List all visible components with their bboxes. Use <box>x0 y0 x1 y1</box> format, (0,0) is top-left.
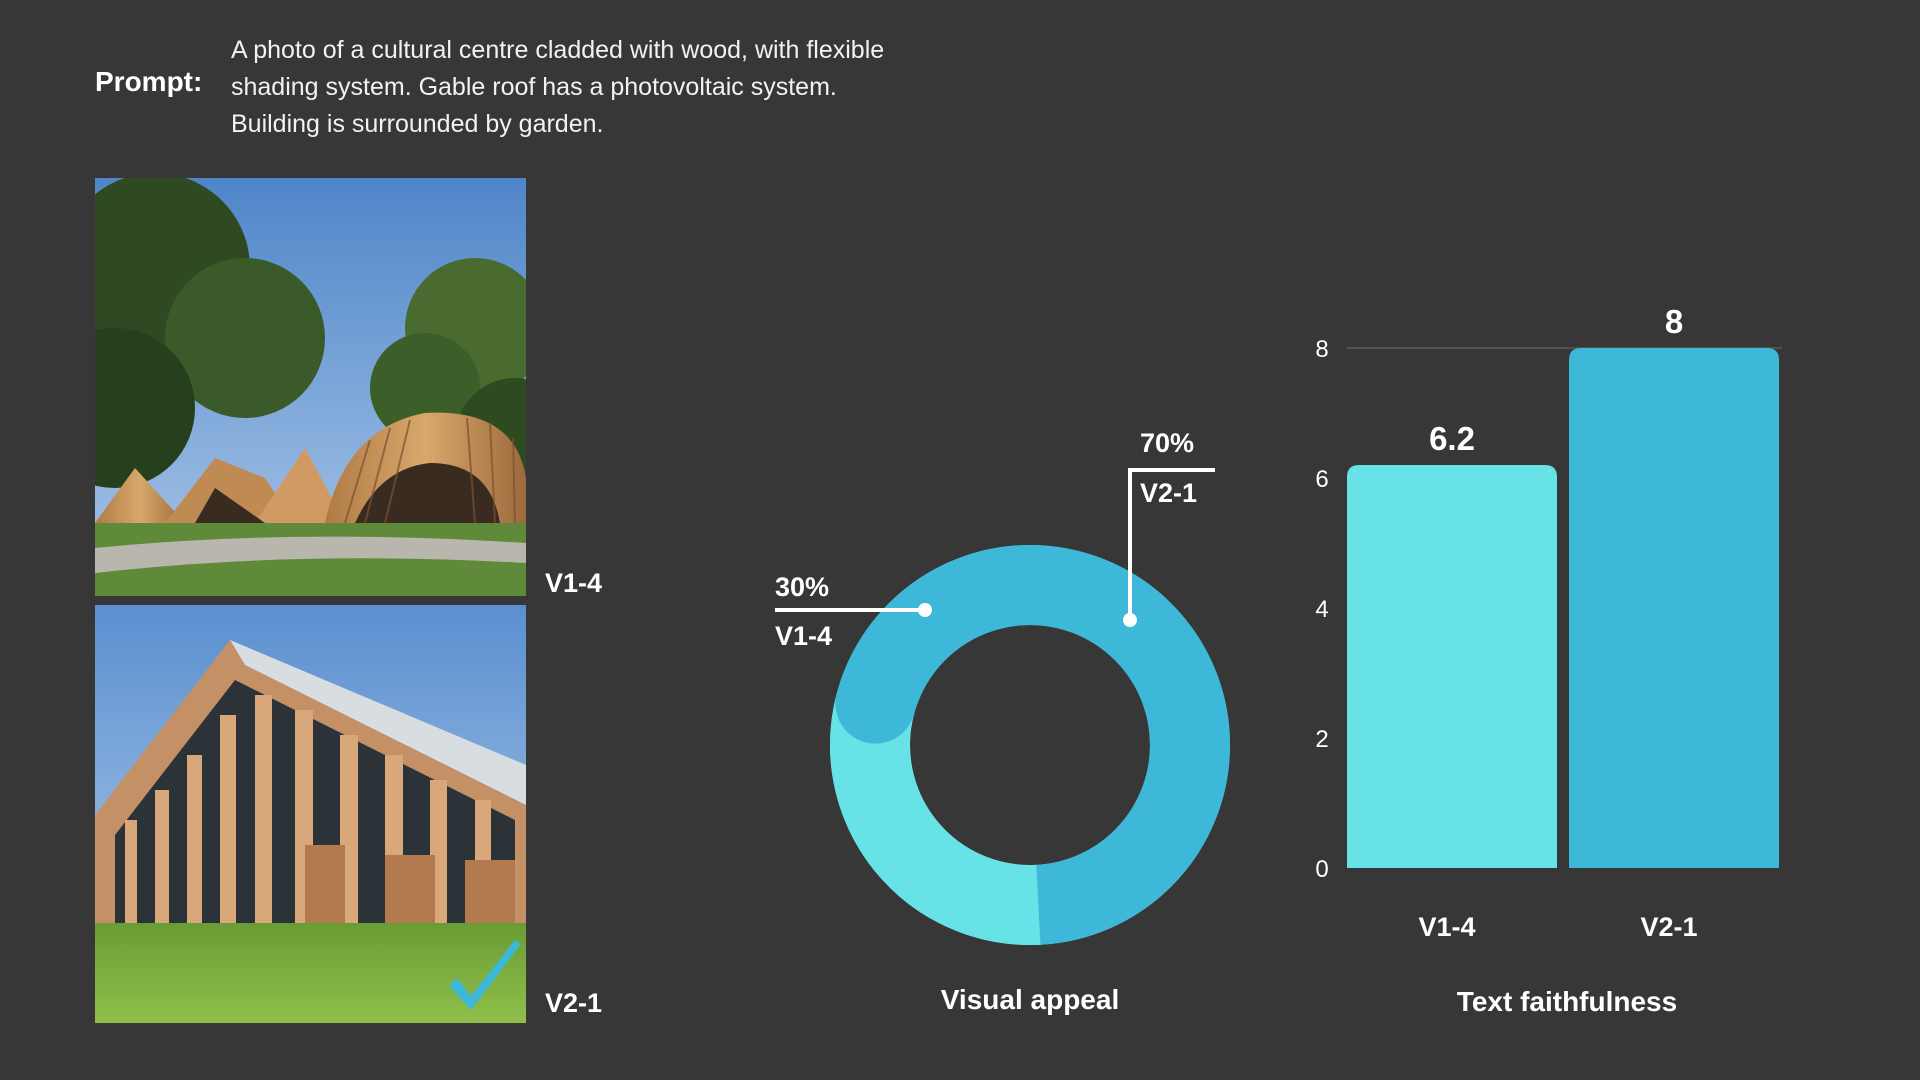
donut-slice-v2-1-cap <box>835 613 939 744</box>
y-tick-label: 2 <box>1315 726 1328 753</box>
image-label-v2-1: V2-1 <box>545 988 603 1018</box>
x-tick-label: V2-1 <box>1640 912 1697 942</box>
bar-value-label: 6.2 <box>1429 420 1475 457</box>
donut-slice-v1-4 <box>830 693 1041 945</box>
checkmark-icon <box>449 940 521 1010</box>
y-tick-label: 6 <box>1315 466 1328 493</box>
generated-image-v1-4 <box>95 178 526 596</box>
donut-chart-title: Visual appeal <box>940 984 1120 1015</box>
donut-slice-label-v2-1: V2-1 <box>1140 478 1197 508</box>
prompt-label: Prompt: <box>95 66 203 97</box>
donut-value-label-v1-4: 30% <box>775 572 829 602</box>
donut-slice-label-v1-4: V1-4 <box>775 621 832 651</box>
x-tick-label: V1-4 <box>1418 912 1475 942</box>
cultural-centre-photo-v1-4 <box>95 178 526 596</box>
image-label-v1-4: V1-4 <box>545 568 603 598</box>
donut-callout-line-v2-1 <box>1128 468 1215 620</box>
generated-image-v2-1 <box>95 605 526 1023</box>
bar-value-label: 8 <box>1665 303 1683 340</box>
y-tick-label: 8 <box>1315 336 1328 363</box>
donut-slice-v2-1 <box>835 545 1230 945</box>
bar-v2-1 <box>1569 348 1779 868</box>
bar-chart-title: Text faithfulness <box>1456 986 1678 1017</box>
donut-value-label-v2-1: 70% <box>1140 428 1194 458</box>
y-tick-label: 0 <box>1315 856 1328 883</box>
prompt-text: A photo of a cultural centre cladded wit… <box>231 36 885 138</box>
bar-v1-4 <box>1347 465 1557 868</box>
y-tick-label: 4 <box>1315 596 1328 623</box>
cultural-centre-photo-v2-1 <box>95 605 526 1023</box>
